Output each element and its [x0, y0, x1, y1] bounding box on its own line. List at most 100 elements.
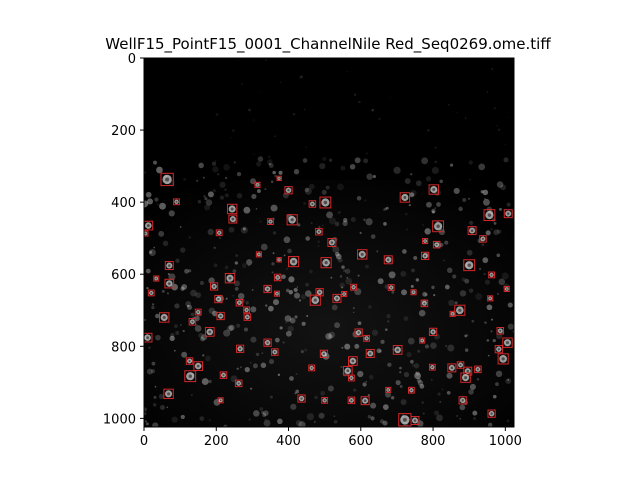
cell-blob	[354, 288, 362, 296]
cell-blob	[224, 265, 229, 270]
cell-blob	[300, 350, 304, 354]
cell-blob	[376, 250, 379, 253]
detected-cell-core	[311, 202, 314, 205]
cell-blob	[243, 327, 248, 332]
cell-blob	[380, 339, 385, 344]
detection-box	[460, 372, 471, 383]
detection-box	[454, 304, 466, 316]
cell-blob	[263, 419, 271, 427]
cell-blob	[335, 253, 342, 260]
cell-blob	[232, 294, 235, 297]
cell-blob	[446, 390, 451, 395]
cell-blob	[159, 404, 166, 410]
cell-blob	[370, 234, 376, 239]
cell-blob	[274, 135, 276, 137]
cell-blob	[259, 220, 262, 223]
cell-blob	[386, 313, 391, 319]
cell-blob	[408, 204, 411, 207]
cell-blob	[500, 184, 506, 191]
cell-blob	[410, 173, 413, 176]
cell-blob	[304, 348, 308, 352]
detected-cell-core	[501, 357, 505, 361]
cell-blob	[370, 416, 375, 421]
cell-blob	[248, 264, 250, 267]
cell-texture-layer	[144, 59, 514, 427]
y-tick-label: 800	[111, 340, 136, 355]
cell-blob	[461, 277, 466, 282]
cell-blob	[366, 173, 373, 180]
cell-blob	[260, 243, 268, 251]
cell-blob	[415, 278, 420, 282]
detected-cell-core	[269, 220, 272, 223]
detection-box	[474, 365, 482, 374]
cell-blob	[469, 220, 474, 225]
cell-blob	[292, 112, 296, 116]
cell-blob	[181, 351, 188, 358]
detection-box	[184, 370, 197, 383]
cell-blob	[171, 283, 178, 291]
cell-blob	[497, 229, 499, 232]
detected-cell-core	[413, 419, 417, 422]
detection-box	[365, 349, 375, 358]
cell-blob	[468, 389, 474, 395]
cell-blob	[190, 394, 193, 397]
detection-box	[479, 235, 487, 243]
detection-box	[271, 348, 279, 356]
cell-blob	[234, 280, 240, 287]
cell-blob	[349, 164, 356, 170]
detected-cell-core	[318, 291, 321, 294]
cell-blob	[224, 176, 228, 180]
y-tick-label: 600	[111, 268, 136, 283]
detection-box	[327, 238, 337, 247]
detected-cell-core	[219, 399, 222, 402]
cell-blob	[439, 179, 443, 184]
cell-blob	[431, 166, 439, 175]
detection-box	[449, 310, 456, 317]
cell-blob	[399, 371, 402, 374]
detection-box	[263, 284, 272, 294]
cell-blob	[148, 346, 151, 349]
cell-blob	[258, 91, 260, 93]
detected-cell-core	[368, 352, 372, 355]
detected-cell-core	[228, 276, 232, 280]
cell-blob	[367, 393, 370, 397]
cell-blob	[378, 117, 381, 120]
cell-blob	[326, 211, 334, 219]
cell-blob	[253, 410, 260, 417]
detection-box	[428, 184, 439, 195]
cell-blob	[476, 378, 480, 381]
cell-blob	[244, 366, 250, 373]
detection-box	[432, 220, 445, 233]
cell-blob	[265, 304, 268, 307]
cell-blob	[144, 420, 147, 423]
detected-cell-core	[343, 293, 345, 295]
cell-blob	[325, 185, 330, 190]
cell-blob	[384, 207, 388, 211]
detection-box	[407, 386, 415, 394]
cell-blob	[404, 212, 408, 216]
cell-blob	[505, 378, 512, 384]
cell-blob	[382, 404, 389, 410]
detection-box	[276, 175, 282, 182]
detected-cell-core	[506, 212, 510, 215]
cell-blob	[180, 414, 185, 420]
detection-box	[273, 290, 280, 297]
cell-blob	[201, 378, 209, 386]
cell-blob	[358, 100, 361, 104]
detection-box	[159, 312, 170, 323]
cell-blob	[171, 416, 178, 423]
cell-blob	[400, 399, 407, 406]
detected-cell-core	[146, 336, 150, 340]
detected-cell-core	[322, 352, 326, 356]
cell-blob	[459, 404, 466, 411]
detected-cell-core	[346, 369, 350, 373]
detection-box	[163, 388, 174, 400]
detected-cell-core	[188, 360, 191, 363]
cell-blob	[421, 157, 429, 165]
detected-cell-core	[464, 376, 468, 380]
detected-cell-core	[435, 243, 438, 246]
cell-blob	[406, 228, 408, 231]
detected-cell-core	[476, 368, 479, 371]
cell-blob	[255, 208, 258, 210]
cell-blob	[382, 420, 388, 426]
